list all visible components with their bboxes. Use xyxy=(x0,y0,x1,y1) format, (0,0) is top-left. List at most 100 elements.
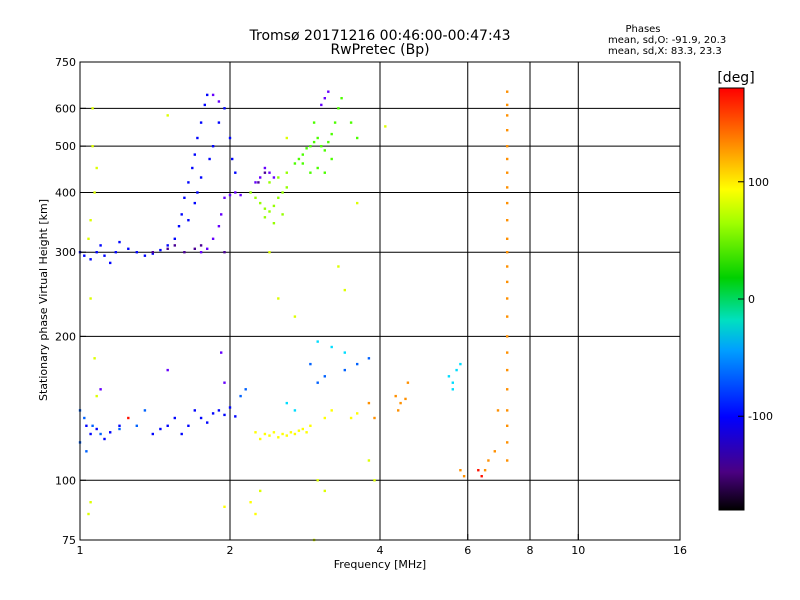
data-point xyxy=(180,432,183,436)
data-point xyxy=(223,251,226,254)
data-point xyxy=(191,166,194,170)
data-point xyxy=(277,297,280,300)
data-point xyxy=(95,427,98,431)
x-tick-label: 10 xyxy=(571,544,585,557)
data-point xyxy=(340,97,343,100)
data-point xyxy=(483,469,487,472)
data-point xyxy=(263,216,267,219)
data-point xyxy=(259,176,262,179)
data-point xyxy=(254,512,257,516)
data-point xyxy=(320,103,323,107)
chart-title: Tromsø 20171216 00:46:00-00:47:43 xyxy=(249,28,511,44)
data-point xyxy=(187,219,190,222)
data-point xyxy=(451,388,454,391)
data-point xyxy=(203,103,206,107)
data-point xyxy=(268,181,271,184)
data-point xyxy=(506,201,509,205)
data-point xyxy=(223,413,226,417)
data-point xyxy=(506,280,509,284)
data-point xyxy=(506,424,509,427)
data-point xyxy=(301,162,304,165)
data-point xyxy=(143,254,147,257)
data-point xyxy=(211,93,215,97)
data-point xyxy=(234,171,237,174)
data-point xyxy=(506,441,509,444)
data-point xyxy=(183,196,186,199)
data-point xyxy=(367,459,371,462)
data-points xyxy=(78,90,509,542)
data-point xyxy=(135,424,138,427)
data-point xyxy=(356,136,359,140)
data-point xyxy=(89,501,92,504)
data-point xyxy=(506,409,509,412)
data-point xyxy=(173,416,176,420)
data-point xyxy=(506,459,509,462)
data-point xyxy=(268,434,271,437)
data-point xyxy=(297,157,301,161)
data-point xyxy=(373,479,376,482)
data-point xyxy=(166,424,169,427)
data-point xyxy=(254,431,257,434)
data-point xyxy=(356,201,359,205)
data-point xyxy=(151,251,154,254)
data-point xyxy=(462,475,466,478)
data-point xyxy=(406,381,410,384)
data-point xyxy=(323,171,326,174)
data-point xyxy=(143,409,147,412)
data-point xyxy=(166,244,169,247)
stats-heading: Phases xyxy=(625,24,660,35)
data-point xyxy=(480,475,483,478)
data-point xyxy=(293,432,297,436)
data-point xyxy=(199,176,203,179)
data-point xyxy=(404,397,407,401)
data-point xyxy=(506,388,509,391)
data-point xyxy=(254,196,257,199)
data-point xyxy=(180,213,183,216)
data-point xyxy=(312,140,316,144)
data-point xyxy=(223,505,226,508)
data-point xyxy=(177,225,181,228)
data-point xyxy=(316,136,319,140)
data-point xyxy=(285,186,288,189)
data-point xyxy=(223,196,226,199)
data-point xyxy=(305,147,308,150)
data-point xyxy=(293,409,297,412)
data-point xyxy=(217,409,221,412)
data-point xyxy=(506,315,509,318)
data-point xyxy=(228,136,232,140)
y-tick-label: 75 xyxy=(62,534,76,547)
data-point xyxy=(373,416,376,420)
data-point xyxy=(320,145,323,148)
data-point xyxy=(281,213,284,216)
data-point xyxy=(91,424,94,427)
data-point xyxy=(239,394,242,398)
data-point xyxy=(451,381,454,384)
data-point xyxy=(217,121,221,124)
data-point xyxy=(199,251,203,254)
data-point xyxy=(223,381,226,384)
data-point xyxy=(506,265,509,268)
data-point xyxy=(85,424,88,427)
y-tick-label: 600 xyxy=(55,102,76,115)
data-point xyxy=(244,388,247,391)
data-point xyxy=(83,254,86,257)
data-point xyxy=(193,409,196,412)
x-tick-label: 4 xyxy=(377,544,384,557)
data-point xyxy=(99,388,102,391)
data-point xyxy=(297,429,301,432)
data-point xyxy=(95,166,98,170)
data-point xyxy=(87,512,90,516)
data-point xyxy=(506,129,509,132)
axis-ticks: 1 2 4 6 8 10 16 75 100 200 300 400 500 600 750 xyxy=(55,56,687,557)
data-point xyxy=(103,254,106,257)
data-point xyxy=(327,90,330,93)
data-point xyxy=(228,193,232,197)
data-point xyxy=(349,416,353,420)
data-point xyxy=(217,225,221,228)
y-tick-label: 500 xyxy=(55,140,76,153)
y-tick-label: 750 xyxy=(55,56,76,69)
data-point xyxy=(257,181,260,184)
y-tick-label: 400 xyxy=(55,186,76,199)
data-point xyxy=(301,427,304,431)
